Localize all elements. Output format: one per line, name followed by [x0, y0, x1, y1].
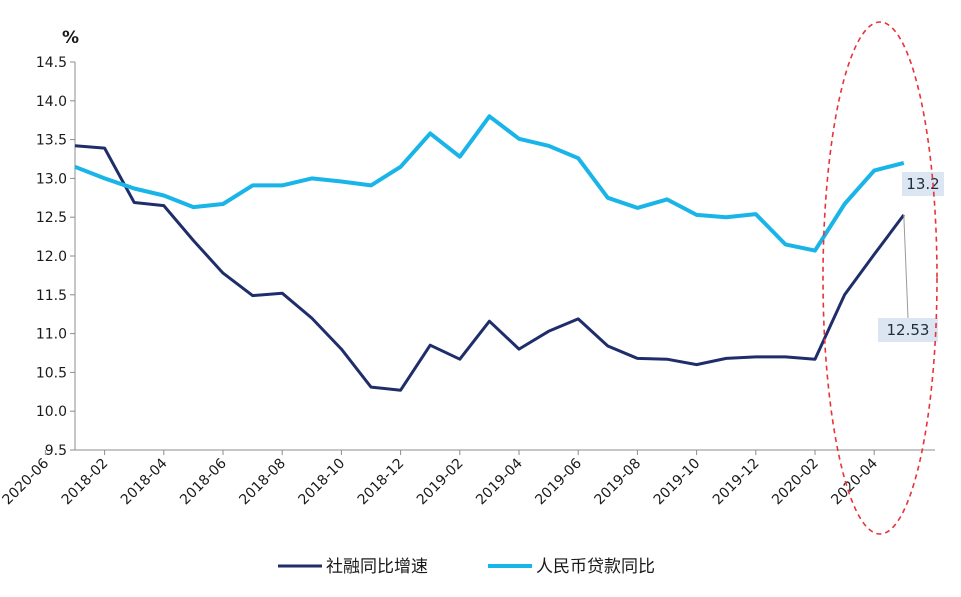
x-tick-label: 2018-06: [177, 455, 230, 508]
x-tick-label: 2019-02: [414, 456, 467, 509]
x-tick-label: 2018-10: [296, 456, 349, 509]
callout-leader-line: [903, 214, 909, 319]
x-tick-label: 2019-06: [532, 455, 585, 508]
y-tick-label: 12.0: [36, 249, 67, 265]
x-tick-label: 2019-12: [710, 456, 763, 509]
y-tick-label: 14.0: [36, 94, 67, 110]
x-tick-label: 2019-04: [473, 455, 526, 508]
x-tick-label: 2020-04: [828, 455, 881, 508]
y-tick-label: 12.5: [36, 210, 67, 226]
x-tick-label: 2020-02: [769, 456, 822, 509]
series-layer: [74, 114, 906, 392]
x-tick-label: 2018-02: [59, 456, 112, 509]
x-tick-label: 2018-08: [236, 456, 289, 509]
callout-box: [878, 318, 938, 342]
y-tick-label: 13.5: [36, 133, 67, 149]
legend: 社融同比增速 人民币贷款同比: [278, 557, 655, 577]
x-tick-label: 2018-04: [118, 455, 171, 508]
legend-label: 人民币贷款同比: [536, 557, 655, 577]
y-tick-label: 10.0: [36, 404, 67, 420]
callout-label: 12.53: [887, 321, 930, 339]
x-tick-label: 2018-12: [355, 456, 408, 509]
series-line-social-financing: [74, 144, 906, 392]
y-tick-label: 11.5: [36, 288, 67, 304]
y-axis-unit-label: %: [62, 28, 79, 48]
highlight-ellipse: [822, 21, 938, 535]
y-tick-label: 13.0: [36, 171, 67, 187]
x-tick-label: 2019-08: [592, 456, 645, 509]
x-tick-label: 2019-10: [651, 456, 704, 509]
y-tick-label: 9.5: [45, 443, 67, 459]
x-axis: 2018-02 2018-04 2018-06 2018-08 2018-10 2018-…: [0, 449, 935, 509]
y-axis: 9.5 10.0 10.5 11.0 11.5 12.0 12.5 13.0 13.5 14.0 1…: [36, 55, 76, 459]
y-tick-label: 14.5: [36, 55, 67, 71]
legend-label: 社融同比增速: [326, 557, 428, 577]
callout-box: [902, 172, 944, 196]
series-line-rmb-loans: [74, 114, 905, 253]
y-tick-label: 10.5: [36, 365, 67, 381]
x-tick-label: 2020-06: [0, 455, 52, 508]
y-tick-label: 11.0: [36, 327, 67, 343]
callout-label: 13.2: [906, 175, 939, 193]
annotation-layer: 13.2 12.53: [878, 172, 944, 342]
